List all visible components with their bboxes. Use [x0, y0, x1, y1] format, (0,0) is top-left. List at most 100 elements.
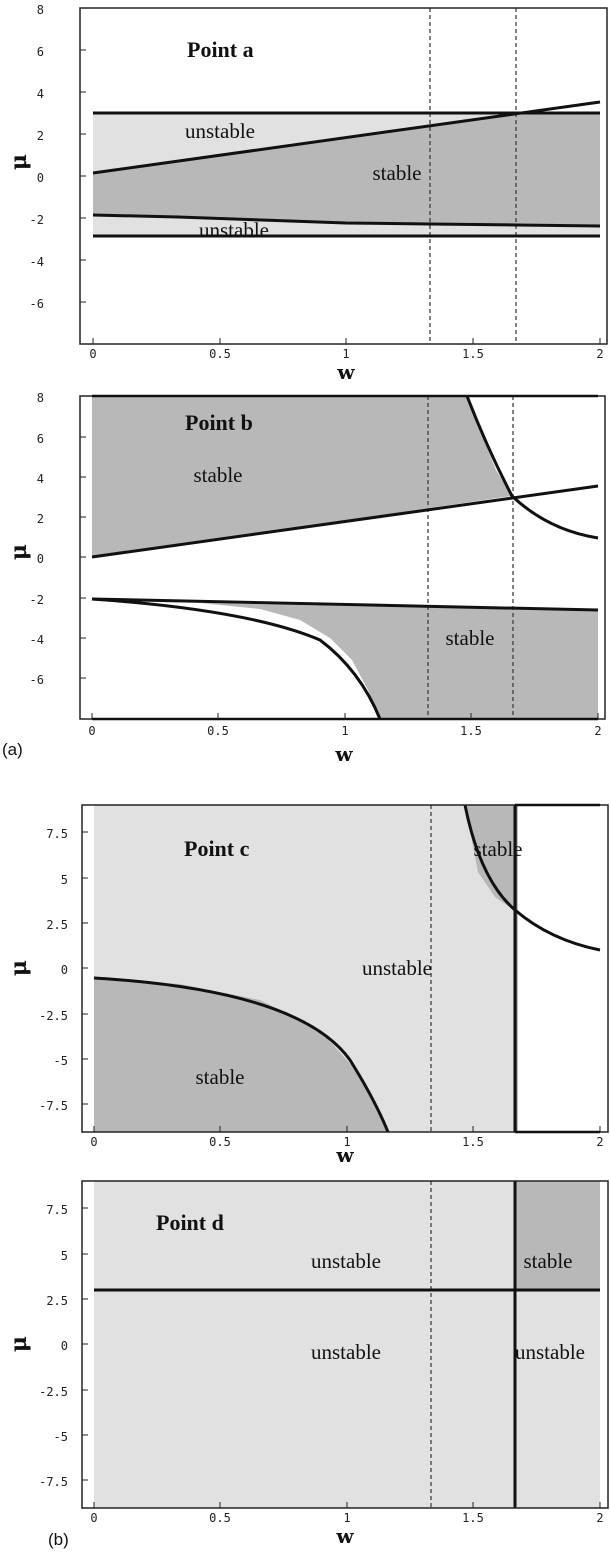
curve-lower-boundary	[92, 213, 601, 228]
stable-region-upper	[465, 805, 514, 910]
y-tick-label: -5	[54, 1054, 68, 1068]
panel-point-b: 8 6 4 2 0 -2 -4 -6 0 0.5 1 1.5 2 w μ Poi…	[2, 391, 606, 766]
panel-title: Point c	[184, 836, 250, 861]
y-tick-label: 4	[37, 472, 44, 486]
y-tick-label: -7.5	[39, 1475, 68, 1489]
y-tick-label: 6	[37, 432, 44, 446]
x-ticks	[93, 1502, 601, 1508]
x-ticks	[93, 1126, 601, 1132]
x-tick-label: 1.5	[462, 1135, 484, 1149]
x-tick-label: 0	[90, 1135, 97, 1149]
y-tick-label: -4	[30, 255, 44, 269]
stable-region	[515, 1181, 600, 1290]
y-ticks	[82, 1207, 88, 1481]
region-label: stable	[373, 161, 422, 185]
x-tick-label: 2	[596, 1135, 603, 1149]
x-ticks	[92, 338, 601, 344]
x-tick-label: 0.5	[209, 347, 231, 361]
panel-title: Point a	[187, 37, 254, 62]
panel-tag-a: (a)	[2, 740, 23, 759]
y-tick-label: 2	[37, 512, 44, 526]
region-label: stable	[194, 463, 243, 487]
stable-region-lower	[92, 599, 598, 719]
y-axis-label: μ	[6, 1336, 32, 1352]
y-tick-label: -2.5	[39, 1009, 68, 1023]
x-tick-label: 0.5	[209, 1511, 231, 1525]
panel-title: Point b	[185, 410, 253, 435]
y-axis-label: μ	[6, 154, 32, 170]
x-tick-label: 2	[594, 724, 601, 738]
x-tick-label: 2	[596, 1511, 603, 1525]
region-label: unstable	[311, 1249, 381, 1273]
x-tick-label: 1	[343, 1135, 350, 1149]
panel-point-d: 7.5 5 2.5 0 -2.5 -5 -7.5 0 0.5 1 1.5 2 w…	[6, 1180, 609, 1549]
y-tick-label: 0	[37, 552, 44, 566]
y-tick-label: 7.5	[46, 827, 68, 841]
x-tick-label: 0	[90, 1511, 97, 1525]
region-label: unstable	[362, 956, 432, 980]
stable-region	[93, 113, 600, 226]
curve-hyperbola-upper	[465, 395, 599, 540]
y-ticks	[80, 395, 86, 679]
stable-region-lower	[94, 978, 388, 1132]
region-label: stable	[196, 1065, 245, 1089]
x-tick-label: 2	[596, 347, 603, 361]
y-tick-label: -2	[30, 213, 44, 227]
x-tick-label: 1	[341, 724, 348, 738]
y-tick-label: 8	[37, 391, 44, 405]
x-tick-label: 0	[89, 347, 96, 361]
stable-region-upper	[92, 396, 512, 557]
y-tick-label: -4	[30, 633, 44, 647]
region-label: unstable	[199, 218, 269, 242]
y-ticks	[82, 831, 88, 1105]
panel-tag-b: (b)	[48, 1530, 69, 1549]
y-tick-label: 6	[37, 45, 44, 59]
region-label: stable	[474, 837, 523, 861]
curve-hyperbola-upper	[463, 804, 601, 952]
y-tick-label: -6	[30, 673, 44, 687]
y-tick-label: -2	[30, 593, 44, 607]
x-tick-label: 1	[343, 1511, 350, 1525]
y-tick-label: 5	[61, 1249, 68, 1263]
y-tick-label: 2.5	[46, 918, 68, 932]
panel-point-a: 8 6 4 2 0 -2 -4 -6 0 0.5 1 1.5 2 w μ Poi…	[0, 0, 610, 384]
y-axis-label: μ	[6, 544, 32, 560]
y-tick-label: 4	[37, 87, 44, 101]
region-label: stable	[524, 1249, 573, 1273]
x-axis-label: w	[334, 742, 353, 766]
region-label: unstable	[185, 119, 255, 143]
x-tick-label: 1.5	[460, 724, 482, 738]
x-ticks	[91, 713, 599, 719]
y-axis-label: μ	[6, 960, 32, 976]
curve-hyperbola-lower	[93, 976, 390, 1133]
curve-linear	[92, 100, 601, 175]
x-tick-label: 0	[88, 724, 95, 738]
x-tick-label: 1	[342, 347, 349, 361]
x-axis-label: w	[336, 360, 355, 384]
y-tick-label: 7.5	[46, 1203, 68, 1217]
region-label: unstable	[311, 1340, 381, 1364]
y-ticks	[80, 7, 86, 303]
curve-lower-boundary	[91, 597, 599, 612]
y-tick-label: 5	[61, 873, 68, 887]
y-tick-label: 2.5	[46, 1294, 68, 1308]
y-tick-label: -6	[30, 297, 44, 311]
x-tick-label: 1.5	[462, 347, 484, 361]
panel-title: Point d	[156, 1210, 224, 1235]
y-tick-label: 0	[37, 171, 44, 185]
unstable-region-lower	[93, 215, 600, 236]
panel-point-c: 7.5 5 2.5 0 -2.5 -5 -7.5 0 0.5 1 1.5 2 w…	[6, 803, 609, 1167]
y-tick-label: -7.5	[39, 1099, 68, 1113]
x-tick-label: 0.5	[209, 1135, 231, 1149]
x-axis-label: w	[335, 1143, 354, 1167]
y-tick-label: -2.5	[39, 1385, 68, 1399]
curve-hyperbola-lower	[91, 597, 382, 720]
x-tick-label: 0.5	[207, 724, 229, 738]
x-axis-label: w	[335, 1524, 354, 1548]
y-tick-label: 8	[37, 3, 44, 17]
region-label: stable	[446, 626, 495, 650]
y-tick-label: 0	[61, 963, 68, 977]
region-label: unstable	[515, 1340, 585, 1364]
y-tick-label: 2	[37, 129, 44, 143]
